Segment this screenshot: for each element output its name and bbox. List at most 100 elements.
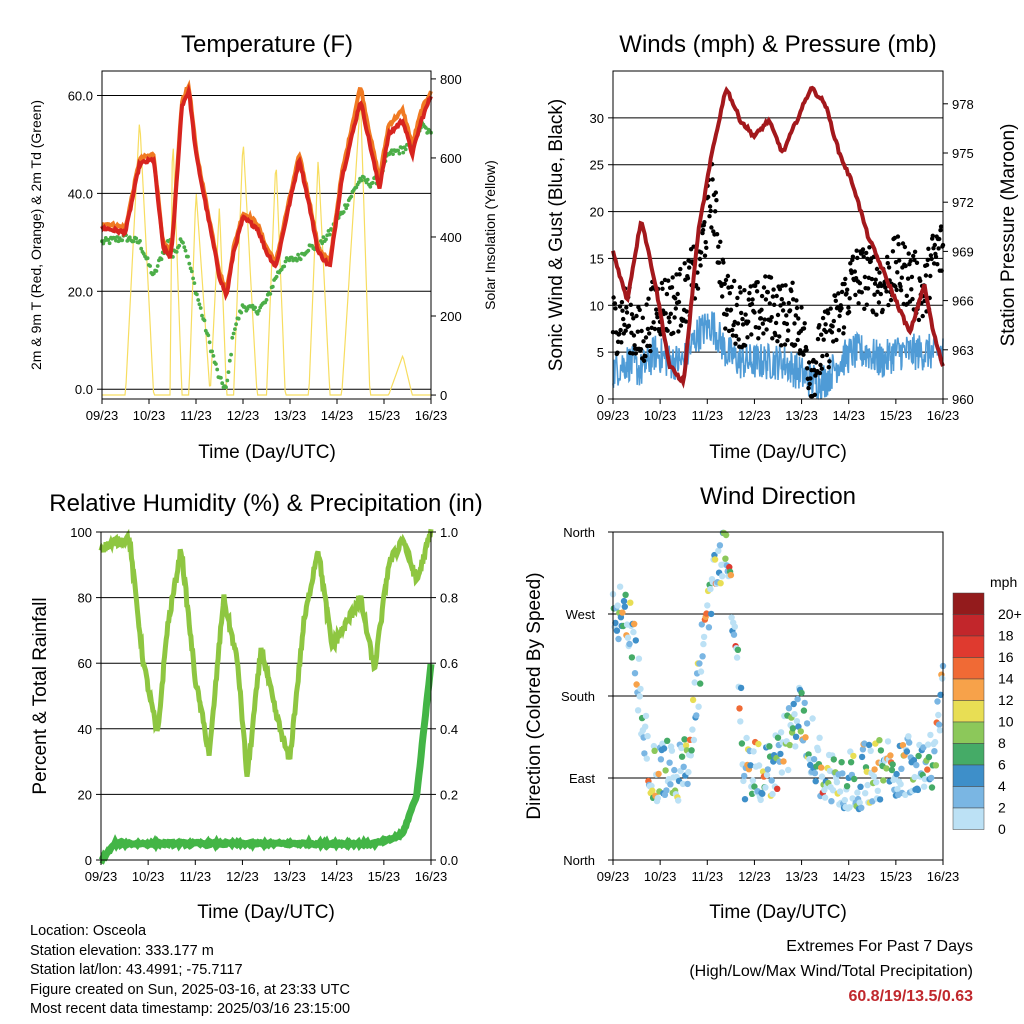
gust-point (674, 272, 679, 277)
gust-point (856, 301, 861, 306)
gust-point (790, 280, 795, 285)
gust-point (654, 311, 659, 316)
x-tick-label: 15/23 (880, 869, 913, 884)
direction-point (663, 787, 670, 794)
gust-point (670, 275, 675, 280)
gust-point (716, 260, 722, 265)
gust-point (683, 319, 689, 324)
gust-point (818, 362, 823, 368)
gust-point (799, 305, 804, 310)
x-tick-label: 16/23 (415, 408, 448, 423)
gust-point (752, 310, 757, 315)
dewpoint-point (155, 264, 160, 268)
gust-point (678, 323, 684, 328)
info-location: Location: Osceola (30, 923, 147, 939)
direction-point (722, 555, 729, 562)
gust-point (878, 291, 883, 297)
dewpoint-point (349, 194, 354, 199)
colorbar-label: 16 (998, 649, 1014, 665)
direction-point (768, 777, 775, 784)
gust-point (673, 296, 678, 301)
dewpoint-point (131, 239, 136, 244)
gust-point (935, 262, 940, 267)
gust-point (806, 360, 812, 365)
direction-point (867, 747, 874, 754)
dewpoint-point (192, 281, 197, 285)
y-tick-label: 0 (597, 392, 604, 407)
gust-point (723, 326, 728, 331)
dewpoint-point (231, 331, 236, 336)
x-tick-label: 11/23 (180, 408, 212, 423)
direction-point (703, 610, 710, 617)
gust-point (740, 322, 746, 327)
direction-gridlines (613, 531, 943, 861)
gust-point (900, 241, 906, 246)
gust-point (877, 270, 882, 275)
direction-point (859, 746, 867, 753)
direction-point (899, 742, 907, 749)
direction-point (691, 679, 698, 686)
gust-point (890, 249, 896, 254)
y2-tick-label: 0 (440, 388, 447, 403)
direction-point (726, 563, 733, 571)
gust-point (886, 265, 892, 270)
direction-point (715, 547, 722, 554)
direction-point (797, 728, 804, 735)
gust-point (623, 328, 628, 333)
gust-point (862, 306, 867, 311)
dewpoint-point (127, 235, 132, 240)
gust-point (786, 328, 791, 333)
direction-point (794, 695, 801, 703)
direction-point (841, 796, 848, 804)
dewpoint-point (198, 306, 203, 310)
gust-point (733, 341, 738, 346)
direction-point (641, 750, 648, 757)
x-tick-label: 09/23 (597, 869, 630, 884)
gust-point (823, 322, 828, 327)
gust-point (937, 236, 942, 242)
direction-point (774, 785, 781, 792)
gust-point (845, 287, 850, 292)
gust-point (911, 253, 916, 259)
direction-point (700, 633, 708, 641)
gust-point (742, 343, 748, 348)
gust-point (836, 291, 841, 296)
gust-point (815, 336, 821, 342)
direction-point (839, 770, 846, 777)
direction-point (873, 779, 880, 786)
dewpoint-point (139, 246, 144, 251)
dewpoint-point (210, 349, 215, 354)
y-tick-label: 40.0 (68, 186, 93, 201)
dewpoint-point (253, 305, 257, 310)
gust-point (904, 293, 909, 298)
direction-point (791, 711, 798, 718)
gust-point (775, 312, 781, 318)
gust-point (647, 331, 652, 336)
x-tick-label: 16/23 (415, 869, 448, 884)
gust-point (673, 306, 678, 311)
dewpoint-point (306, 248, 311, 253)
gust-point (769, 315, 774, 320)
dewpoint-point (270, 284, 275, 289)
gust-point (794, 305, 800, 311)
dewpoint-point (215, 367, 220, 372)
direction-point (858, 753, 866, 761)
gust-point (834, 337, 839, 343)
dewpoint-point (234, 322, 239, 327)
gust-point (873, 277, 878, 282)
direction-point (704, 602, 711, 609)
gust-point (876, 300, 882, 305)
direction-point (816, 734, 823, 741)
direction-point (631, 670, 639, 677)
gust-point (872, 281, 878, 286)
colorbar-swatch (952, 743, 985, 766)
dewpoint-point (195, 292, 199, 297)
dewpoint-point (320, 241, 325, 246)
direction-point (766, 743, 773, 750)
dewpoint-point (296, 252, 300, 257)
x-tick-label: 11/23 (691, 408, 723, 423)
y-tick-label: 80 (78, 591, 92, 606)
gust-point (739, 310, 744, 316)
gust-point (778, 303, 783, 308)
direction-point (792, 733, 800, 740)
